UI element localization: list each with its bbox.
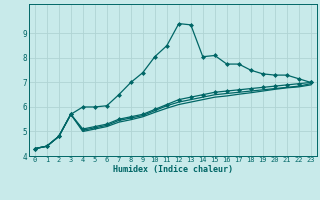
X-axis label: Humidex (Indice chaleur): Humidex (Indice chaleur) — [113, 165, 233, 174]
